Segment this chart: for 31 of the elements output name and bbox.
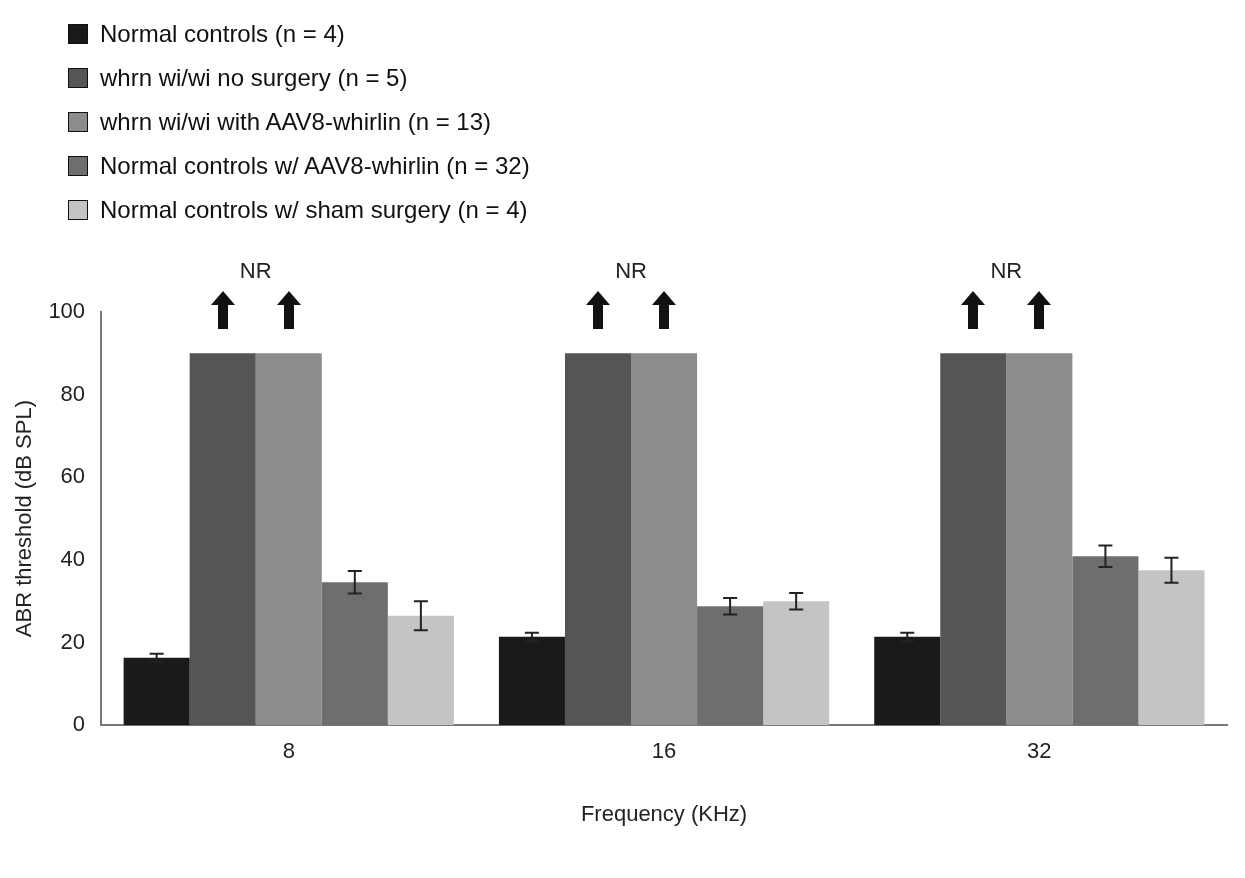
bar (255, 353, 322, 726)
bar (940, 353, 1007, 726)
bar (189, 353, 256, 726)
bar (1138, 570, 1205, 726)
text: NR (990, 258, 1023, 284)
legend-label: whrn wi/wi with AAV8-whirlin (n = 13) (100, 108, 492, 136)
text: NR (239, 258, 272, 284)
y-tick-label: 40 (60, 545, 86, 571)
y-tick-label: 60 (60, 463, 86, 489)
x-tick-label: 8 (282, 738, 295, 764)
y-axis-title: ABR threshold (dB SPL) (11, 399, 37, 638)
bar (564, 353, 632, 726)
bar (1006, 353, 1073, 726)
y-tick-label: 20 (60, 628, 86, 654)
bar (498, 636, 565, 726)
legend-label: whrn wi/wi no surgery (n = 5) (100, 64, 408, 92)
x-axis-title: Frequency (KHz) (580, 800, 748, 826)
x-tick-label: 32 (1027, 738, 1052, 764)
legend-label: Normal controls (n = 4) (100, 20, 345, 48)
text: NR (615, 258, 647, 284)
bar (874, 636, 941, 726)
legend-label: Normal controls w/ sham surgery (n = 4) (100, 196, 528, 224)
bar (387, 615, 454, 726)
bar (631, 353, 698, 726)
bar (123, 657, 190, 726)
y-tick-label: 100 (48, 298, 86, 324)
bar (763, 601, 830, 726)
x-tick-label: 16 (651, 738, 677, 764)
y-tick-label: 80 (60, 380, 86, 406)
y-tick-label: 0 (72, 711, 86, 737)
legend-label: Normal controls w/ AAV8-whirlin (n = 32) (100, 152, 530, 180)
